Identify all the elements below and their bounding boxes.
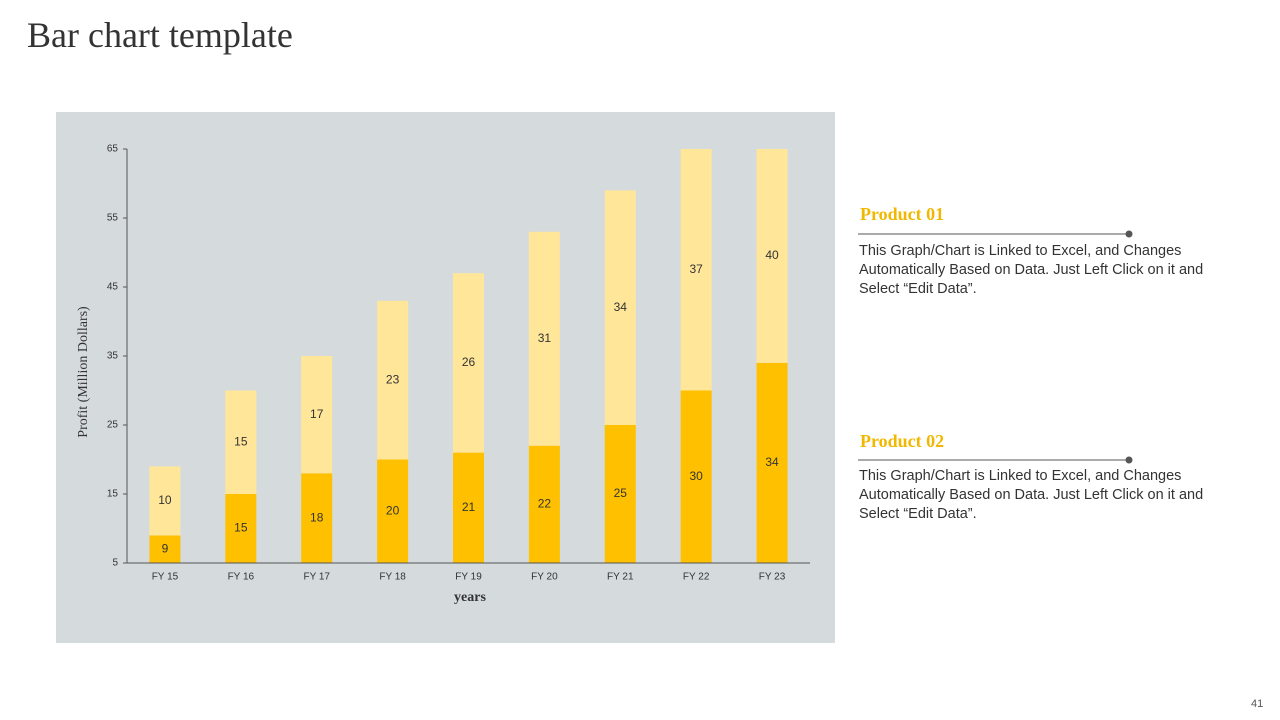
bar-segment <box>604 190 636 425</box>
y-tick-label: 5 <box>112 558 118 569</box>
x-tick-label: FY 17 <box>303 572 330 583</box>
y-axis-label: Profit (Million Dollars) <box>76 306 91 438</box>
data-label: 30 <box>689 469 703 483</box>
data-label: 25 <box>614 486 628 500</box>
data-label: 40 <box>765 248 779 262</box>
bar-segment <box>453 273 484 453</box>
x-axis-label: years <box>454 590 486 605</box>
bar-segment <box>301 473 333 563</box>
bar-segment <box>680 149 712 391</box>
bar-segment <box>680 390 712 563</box>
data-label: 34 <box>765 455 779 469</box>
bar-segment <box>377 459 409 563</box>
data-label: 18 <box>310 510 324 524</box>
page-number: 41 <box>1251 698 1264 710</box>
y-tick-label: 25 <box>107 420 119 431</box>
data-label: 34 <box>614 300 628 314</box>
data-label: 22 <box>538 497 552 511</box>
bar-segment <box>149 466 181 536</box>
bar-segment <box>453 452 484 563</box>
bar-segment <box>377 300 409 460</box>
x-tick-label: FY 22 <box>683 572 710 583</box>
product-text: This Graph/Chart is Linked to Excel, and… <box>859 468 1204 522</box>
bar-segment <box>225 494 257 563</box>
data-label: 37 <box>689 262 703 276</box>
data-label: 10 <box>158 493 172 507</box>
data-label: 17 <box>310 407 324 421</box>
x-tick-label: FY 19 <box>455 572 482 583</box>
data-label: 31 <box>538 331 552 345</box>
bar-segment <box>604 425 636 563</box>
product-text: This Graph/Chart is Linked to Excel, and… <box>859 243 1204 297</box>
bar-segment <box>149 535 181 563</box>
y-tick-label: 65 <box>107 144 119 155</box>
bar-segment <box>225 390 257 494</box>
x-tick-label: FY 18 <box>379 572 406 583</box>
bar-segment <box>528 445 560 563</box>
divider-dot <box>1125 456 1133 464</box>
bar-segment <box>301 356 333 474</box>
x-tick-label: FY 21 <box>607 572 634 583</box>
x-tick-label: FY 20 <box>531 572 558 583</box>
x-tick-label: FY 16 <box>228 572 255 583</box>
y-tick-label: 45 <box>107 282 119 293</box>
x-tick-label: FY 23 <box>759 572 786 583</box>
y-tick-label: 55 <box>107 213 119 224</box>
data-label: 15 <box>234 521 248 535</box>
data-label: 15 <box>234 434 248 448</box>
data-label: 26 <box>462 355 476 369</box>
bar-segment <box>528 231 560 446</box>
product-heading: Product 01 <box>860 204 945 224</box>
product-heading: Product 02 <box>860 431 945 451</box>
data-label: 21 <box>462 500 476 514</box>
y-tick-label: 35 <box>107 351 119 362</box>
data-label: 20 <box>386 503 400 517</box>
bar-segment <box>756 362 788 563</box>
y-tick-label: 15 <box>107 489 119 500</box>
divider-dot <box>1125 230 1133 238</box>
slide-title: Bar chart template <box>27 15 293 55</box>
bar-segment <box>756 149 788 363</box>
x-tick-label: FY 15 <box>152 572 179 583</box>
data-label: 23 <box>386 372 400 386</box>
data-label: 9 <box>162 541 169 555</box>
